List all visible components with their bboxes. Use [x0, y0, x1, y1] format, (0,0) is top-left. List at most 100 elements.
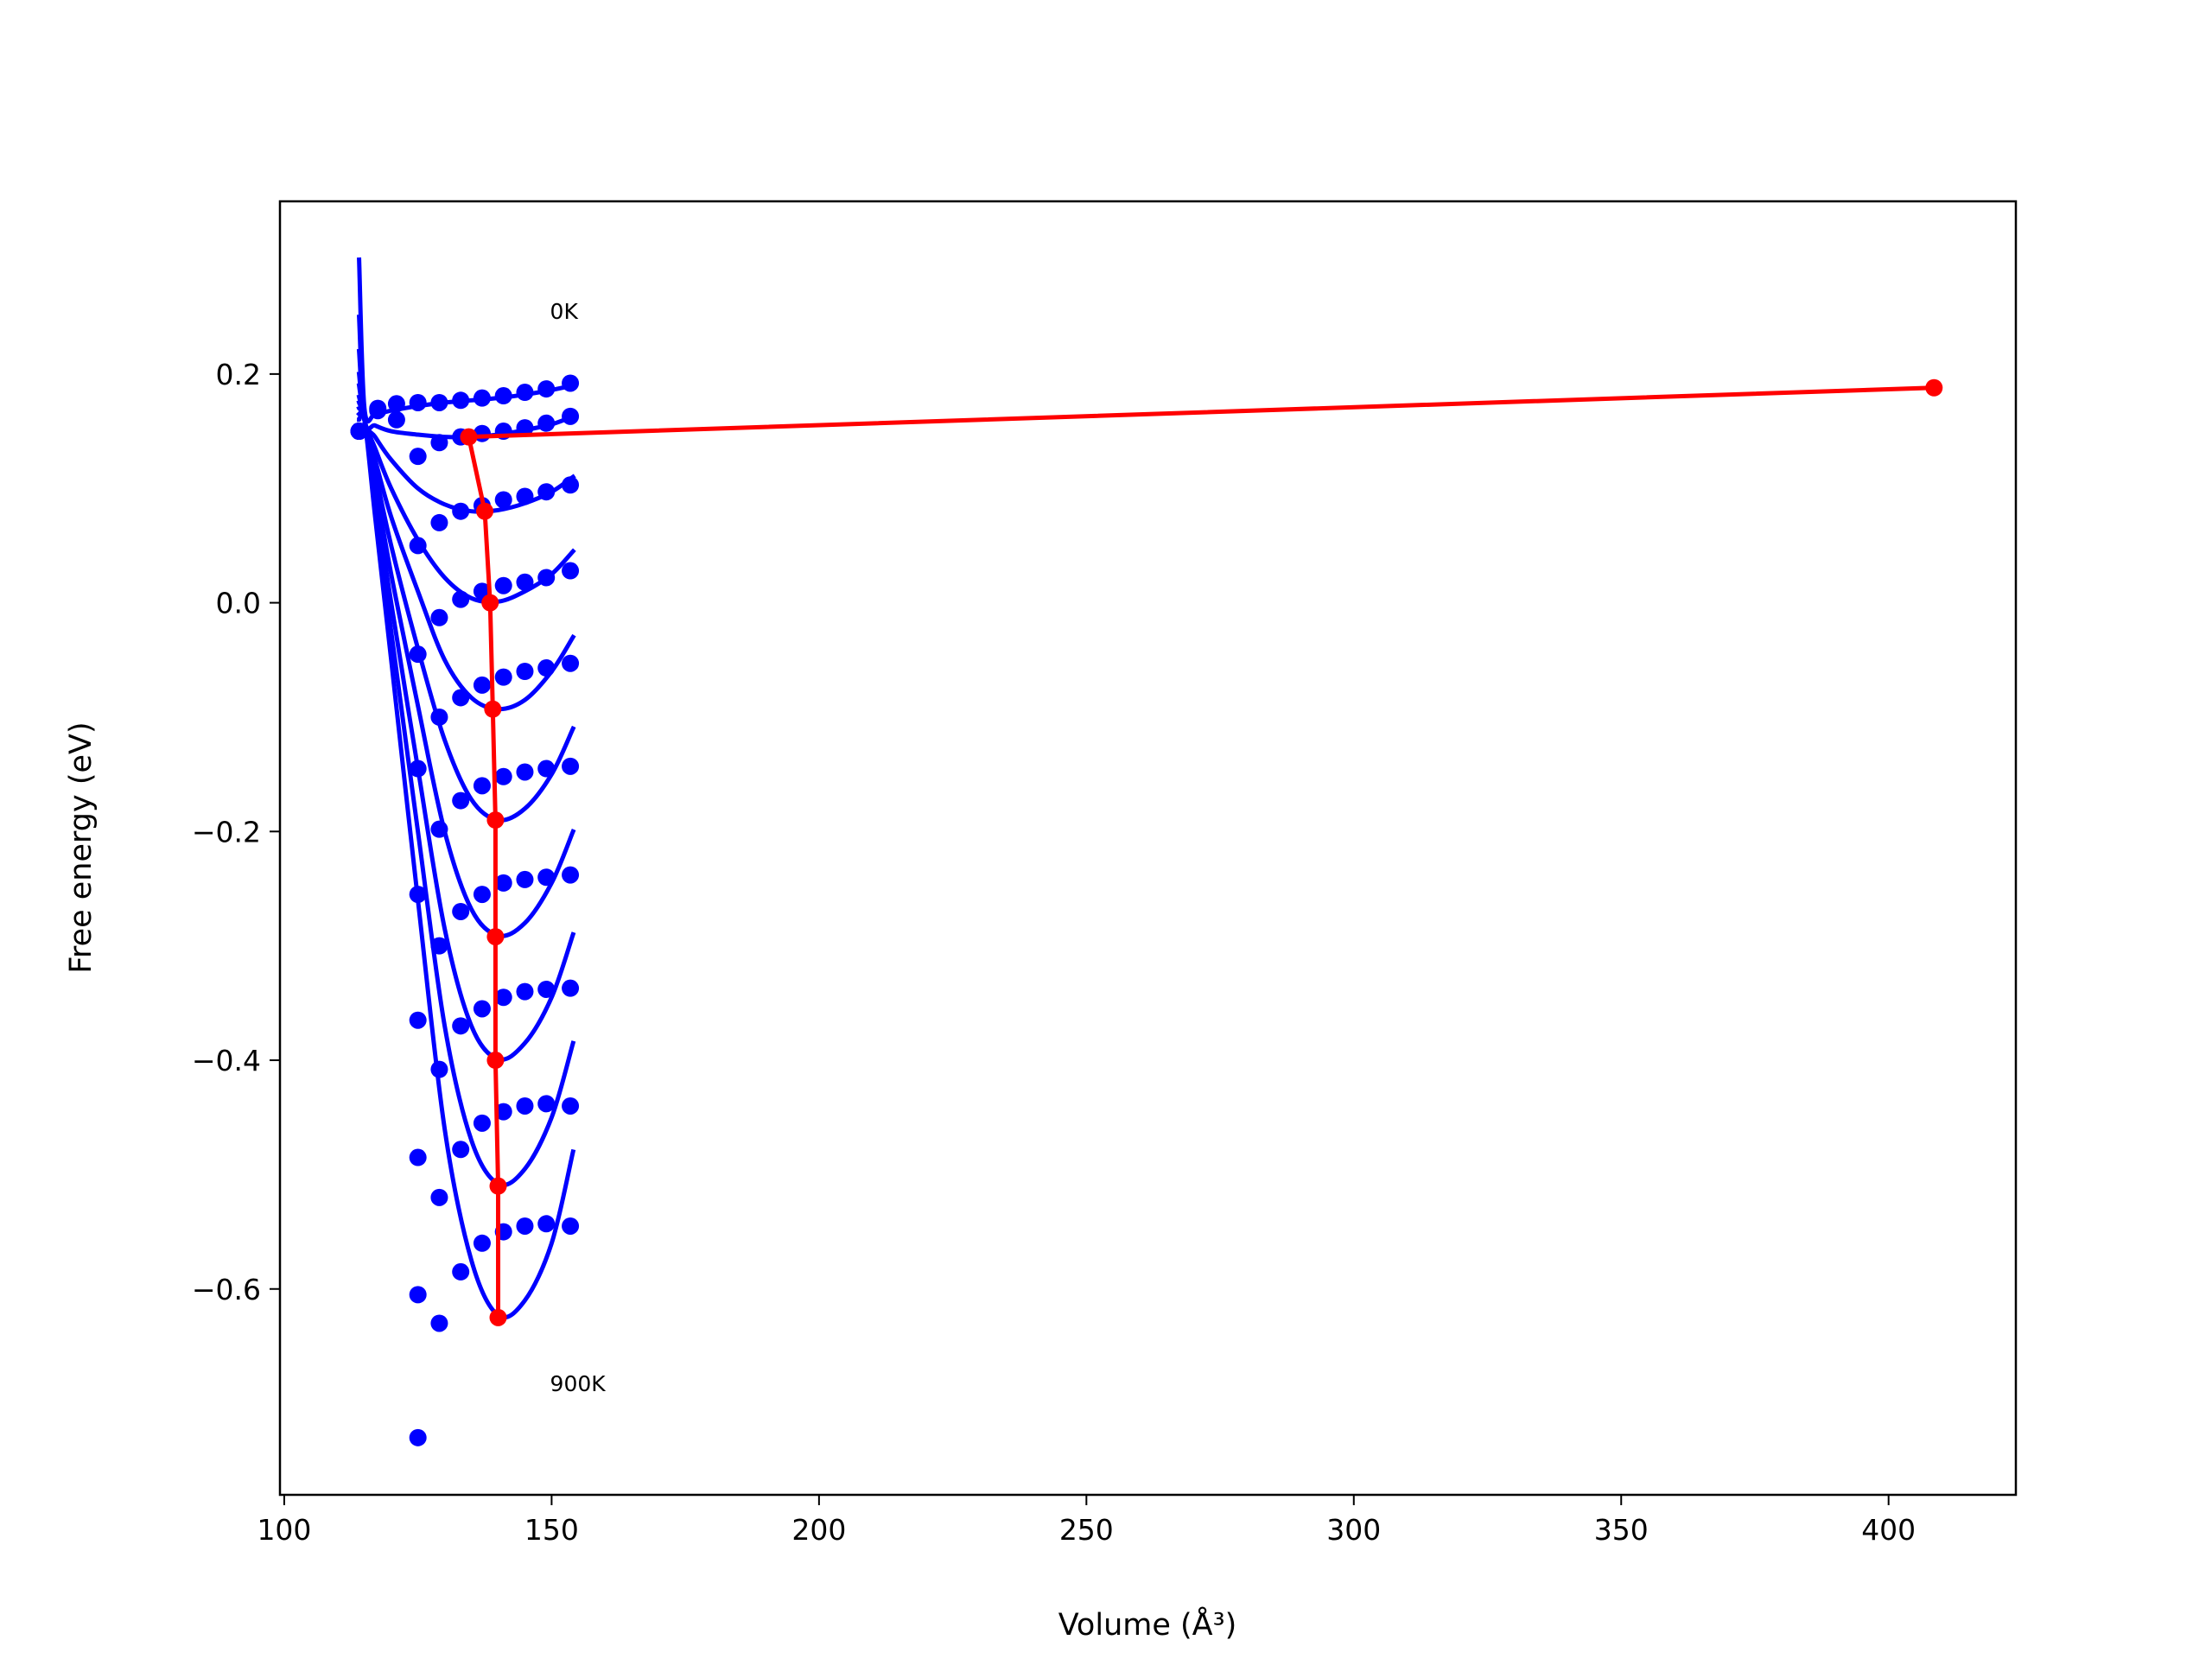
data-point	[473, 777, 491, 795]
data-point	[452, 1262, 470, 1281]
data-point	[452, 902, 470, 920]
data-point	[516, 419, 534, 437]
data-point	[516, 982, 534, 1001]
y-tick-label: −0.2	[192, 815, 261, 849]
data-point	[516, 1217, 534, 1235]
x-tick-label: 300	[1326, 1513, 1381, 1547]
data-point	[516, 1096, 534, 1115]
series-line	[466, 385, 1936, 1320]
x-tick-label: 250	[1059, 1513, 1114, 1547]
data-point	[476, 502, 494, 520]
x-tick-label: 150	[524, 1513, 579, 1547]
data-point	[494, 874, 512, 892]
data-point	[473, 389, 491, 407]
data-point	[452, 1141, 470, 1159]
data-point	[409, 537, 427, 555]
data-point	[537, 414, 556, 432]
data-point	[486, 811, 505, 830]
data-point	[473, 1234, 491, 1252]
data-point	[489, 1177, 507, 1195]
data-point	[409, 1428, 427, 1446]
data-point	[430, 393, 448, 411]
data-point	[562, 979, 580, 997]
data-point	[452, 791, 470, 810]
data-point	[494, 491, 512, 509]
data-point	[430, 820, 448, 838]
y-axis-label: Free energy (eV)	[64, 721, 99, 973]
data-point	[562, 866, 580, 884]
data-point	[516, 663, 534, 681]
data-point	[537, 659, 556, 677]
data-point	[430, 434, 448, 452]
data-point	[516, 487, 534, 505]
data-point	[409, 1011, 427, 1029]
series-line	[357, 410, 576, 1320]
data-point	[494, 1103, 512, 1121]
data-point	[452, 689, 470, 707]
data-point	[489, 1308, 507, 1326]
data-point	[516, 870, 534, 888]
data-point	[537, 868, 556, 887]
data-point	[430, 608, 448, 626]
x-tick-label: 100	[257, 1513, 311, 1547]
data-point	[369, 402, 387, 420]
data-point	[1925, 378, 1943, 397]
data-point	[494, 988, 512, 1007]
data-point	[473, 676, 491, 694]
data-point	[473, 1114, 491, 1132]
data-point	[452, 502, 470, 520]
data-point	[460, 428, 478, 446]
data-point	[562, 654, 580, 672]
data-point	[494, 767, 512, 785]
axes-frame	[278, 200, 2018, 1497]
data-point	[537, 380, 556, 398]
data-point	[537, 1095, 556, 1113]
data-point	[452, 1017, 470, 1035]
data-point	[494, 668, 512, 686]
data-point	[473, 1000, 491, 1018]
plot-area	[350, 257, 1943, 1446]
data-point	[562, 757, 580, 775]
data-point	[387, 395, 405, 413]
data-point	[430, 1188, 448, 1206]
data-point	[562, 407, 580, 425]
data-point	[409, 760, 427, 778]
data-point	[452, 590, 470, 608]
y-tick-label: 0.0	[216, 587, 261, 620]
y-tick-label: −0.4	[192, 1044, 261, 1077]
data-point	[409, 645, 427, 664]
data-point	[537, 980, 556, 998]
data-point	[486, 928, 505, 946]
data-point	[494, 387, 512, 405]
data-point	[562, 1096, 580, 1115]
data-point	[537, 1215, 556, 1233]
annotation: 0K	[550, 299, 579, 324]
data-point	[350, 423, 368, 441]
data-point	[481, 594, 499, 612]
data-point	[409, 1148, 427, 1166]
y-tick-label: −0.6	[192, 1273, 261, 1306]
data-point	[409, 448, 427, 466]
data-point	[430, 1314, 448, 1332]
x-tick-label: 350	[1594, 1513, 1649, 1547]
data-point	[562, 374, 580, 392]
data-point	[516, 573, 534, 591]
data-point	[516, 384, 534, 402]
x-axis-label: Volume (Å³)	[1058, 1605, 1237, 1643]
data-point	[430, 708, 448, 726]
data-point	[484, 700, 502, 718]
data-point	[409, 886, 427, 904]
data-point	[409, 1286, 427, 1304]
data-point	[387, 410, 405, 429]
data-point	[452, 391, 470, 410]
y-tick-label: 0.2	[216, 358, 261, 391]
data-point	[473, 886, 491, 904]
data-point	[537, 483, 556, 501]
x-tick-label: 400	[1861, 1513, 1916, 1547]
data-point	[562, 1217, 580, 1235]
x-tick-label: 200	[791, 1513, 846, 1547]
data-point	[430, 1060, 448, 1078]
data-point	[562, 476, 580, 494]
annotation: 900K	[550, 1371, 607, 1396]
